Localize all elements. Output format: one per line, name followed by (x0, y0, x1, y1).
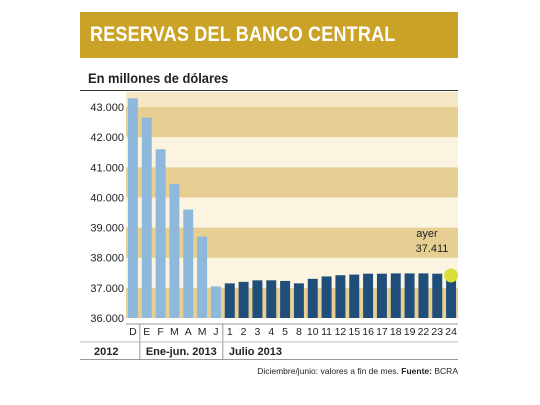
x-tick-label: F (157, 326, 163, 338)
y-tick-label: 43.000 (90, 102, 124, 114)
bar (224, 283, 235, 318)
source-label: Fuente: (401, 366, 432, 376)
bar (127, 98, 138, 318)
bar (210, 286, 221, 318)
x-tick-label: 3 (254, 326, 260, 338)
y-tick-label: 40.000 (90, 192, 124, 204)
bars (127, 98, 457, 318)
x-tick-label: 1 (227, 326, 233, 338)
bar (432, 273, 443, 318)
y-tick-label: 42.000 (90, 132, 124, 144)
annotation: ayer 37.411 (416, 228, 458, 283)
x-tick-label: M (198, 326, 207, 338)
bar (293, 283, 304, 318)
background-bands (126, 92, 458, 318)
bar (169, 183, 180, 318)
bar (349, 274, 360, 318)
bar (141, 117, 152, 318)
x-tick-label: J (213, 326, 218, 338)
x-tick-label: 12 (335, 326, 347, 338)
bar (335, 275, 346, 318)
x-tick-label: 8 (296, 326, 302, 338)
bar (252, 280, 263, 318)
subtitle-divider (80, 90, 458, 91)
bar (183, 209, 194, 318)
x-axis-labels: D E F M A M J 1 2 3 4 5 8 10 11 12 15 16 17 18 19 22 23 24 (129, 326, 457, 338)
title-banner: RESERVAS DEL BANCO CENTRAL (80, 12, 458, 58)
x-tick-label: 17 (376, 326, 388, 338)
y-tick-label: 39.000 (90, 223, 124, 235)
group-label: Ene-jun. 2013 (146, 346, 217, 358)
x-tick-label: 15 (348, 326, 360, 338)
x-tick-label: A (185, 326, 192, 338)
bar (390, 273, 401, 318)
bar (155, 149, 166, 318)
y-tick-label: 37.000 (90, 283, 124, 295)
x-tick-label: 19 (404, 326, 416, 338)
period-groups: 2012 Ene-jun. 2013 Julio 2013 (80, 324, 458, 360)
band (126, 107, 458, 138)
bar (376, 273, 387, 318)
x-tick-label: 18 (390, 326, 402, 338)
source-note: Diciembre/junio: valores a fin de mes. F… (257, 366, 458, 376)
bar (446, 275, 457, 318)
x-tick-label: 24 (445, 326, 457, 338)
page-title: RESERVAS DEL BANCO CENTRAL (90, 23, 396, 46)
y-axis-labels: 36.000 37.000 38.000 39.000 40.000 41.000 42.0… (90, 102, 124, 325)
bar (307, 278, 318, 318)
x-tick-label: 11 (321, 326, 332, 338)
x-tick-label: 4 (268, 326, 274, 338)
y-tick-label: 41.000 (90, 162, 124, 174)
bar (266, 280, 277, 318)
annotation-value: 37.411 (416, 243, 449, 255)
bar (238, 281, 249, 318)
bar (280, 280, 291, 318)
x-tick-label: 22 (418, 326, 430, 338)
bar (363, 273, 374, 318)
group-label: Julio 2013 (229, 346, 282, 358)
source-name: BCRA (434, 366, 458, 376)
bar (404, 273, 415, 318)
y-tick-label: 38.000 (90, 253, 124, 265)
x-tick-label: 16 (362, 326, 374, 338)
reserves-bar-chart: 36.000 37.000 38.000 39.000 40.000 41.000 42.0… (80, 92, 458, 360)
x-tick-label: 10 (307, 326, 319, 338)
x-tick-label: 5 (282, 326, 288, 338)
x-tick-label: D (129, 326, 137, 338)
x-tick-label: E (143, 326, 150, 338)
band (126, 167, 458, 198)
annotation-label: ayer (416, 228, 438, 240)
x-tick-label: 2 (241, 326, 247, 338)
band (126, 137, 458, 168)
highlight-dot (444, 268, 458, 283)
band (126, 257, 458, 288)
footer-note: Diciembre/junio: valores a fin de mes. (257, 366, 399, 376)
bar (197, 236, 208, 318)
chart-subtitle: En millones de dólares (88, 70, 229, 86)
band (126, 197, 458, 228)
footer-divider (80, 359, 458, 360)
band (126, 227, 458, 258)
band (126, 287, 458, 318)
group-label: 2012 (94, 346, 118, 358)
x-tick-label: 23 (431, 326, 443, 338)
y-tick-label: 36.000 (90, 313, 124, 325)
bar (418, 273, 429, 318)
bar (321, 276, 332, 318)
x-tick-label: M (170, 326, 179, 338)
